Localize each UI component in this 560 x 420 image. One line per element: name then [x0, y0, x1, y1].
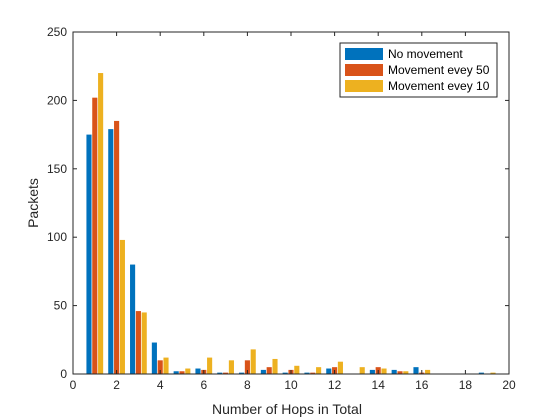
bar [173, 371, 179, 374]
bar [244, 360, 250, 374]
y-tick-label: 200 [47, 93, 67, 107]
legend-entry: No movement [388, 47, 463, 61]
bar [260, 369, 266, 374]
x-tick-label: 20 [502, 378, 516, 392]
legend-entry: Movement evey 10 [388, 79, 490, 93]
bar [119, 239, 125, 374]
bar [397, 371, 403, 374]
bar [282, 372, 288, 374]
legend-swatch [345, 48, 383, 60]
x-tick-label: 14 [372, 378, 386, 392]
bar [359, 367, 365, 374]
bar [223, 372, 229, 374]
bar [239, 372, 245, 374]
bar [179, 371, 185, 374]
bar [381, 368, 387, 374]
bar [217, 372, 223, 374]
legend-swatch [345, 80, 383, 92]
bar [185, 368, 191, 374]
bar [108, 129, 114, 374]
bar [304, 372, 310, 374]
x-tick-label: 6 [200, 378, 207, 392]
bar [272, 358, 278, 374]
x-tick-label: 18 [459, 378, 473, 392]
bar [250, 349, 256, 374]
bar [130, 264, 136, 374]
bars [86, 73, 496, 374]
bar [316, 367, 322, 374]
bar [266, 367, 272, 374]
y-axis-label: Packets [25, 178, 41, 228]
bar [391, 369, 397, 374]
bar [228, 360, 234, 374]
x-tick-label: 0 [70, 378, 77, 392]
bar [195, 368, 201, 374]
bar [294, 365, 300, 374]
bar [425, 369, 431, 374]
x-tick-label: 10 [284, 378, 298, 392]
bar [163, 357, 169, 374]
y-tick-label: 0 [60, 367, 67, 381]
x-tick-label: 2 [113, 378, 120, 392]
y-tick-label: 250 [47, 25, 67, 39]
bar [413, 367, 419, 374]
bar [114, 120, 120, 374]
bar [207, 357, 213, 374]
bar [310, 372, 316, 374]
bar [369, 369, 375, 374]
x-tick-label: 12 [328, 378, 342, 392]
bar [86, 134, 92, 374]
bar [92, 97, 98, 374]
bar [403, 371, 409, 374]
bar [135, 311, 141, 374]
y-tick-label: 50 [54, 299, 68, 313]
bar [478, 372, 484, 374]
bar [141, 312, 147, 374]
x-tick-label: 4 [157, 378, 164, 392]
bar [157, 360, 163, 374]
y-tick-label: 150 [47, 162, 67, 176]
bar [337, 361, 343, 374]
legend: No movement Movement evey 50 Movement evey… [339, 42, 498, 98]
y-tick-label: 100 [47, 230, 67, 244]
bar [151, 342, 157, 374]
bar [326, 368, 332, 374]
legend-swatch [345, 64, 383, 76]
bar [98, 73, 104, 374]
x-tick-label: 8 [244, 378, 251, 392]
legend-entry: Movement evey 50 [388, 63, 490, 77]
x-tick-label: 16 [415, 378, 429, 392]
bar [490, 372, 496, 374]
x-axis-label: Number of Hops in Total [212, 401, 362, 417]
